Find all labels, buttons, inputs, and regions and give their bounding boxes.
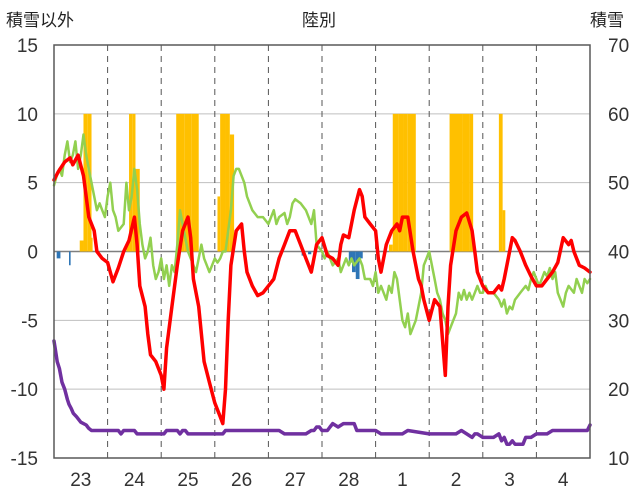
orange-bar: [449, 113, 456, 252]
right-tick-label: 70: [608, 36, 629, 57]
orange-bar: [126, 244, 130, 252]
right-tick-label: 10: [608, 449, 629, 470]
x-tick-label: 24: [124, 470, 146, 491]
purple-series-line: [52, 339, 592, 446]
orange-bar: [502, 210, 506, 252]
orange-bar: [217, 196, 221, 252]
series-lines: [52, 133, 592, 446]
green-series-line: [52, 133, 592, 336]
orange-bar: [91, 237, 93, 252]
orange-bar: [184, 113, 192, 252]
x-tick-label: 28: [338, 470, 359, 491]
right-tick-label: 50: [608, 174, 629, 195]
left-tick-label: 10: [17, 105, 38, 126]
blue-bar: [56, 251, 61, 259]
blue-bar: [308, 251, 312, 255]
x-tick-label: 3: [504, 470, 515, 491]
x-tick-label: 27: [285, 470, 306, 491]
orange-bar: [469, 113, 474, 252]
x-tick-label: 23: [70, 470, 91, 491]
orange-bar: [407, 113, 416, 252]
right-tick-label: 20: [608, 380, 629, 401]
left-tick-label: -5: [21, 311, 38, 332]
x-tick-label: 4: [558, 470, 569, 491]
left-axis-title: 積雪以外: [6, 11, 74, 31]
orange-bar: [456, 113, 463, 252]
x-tick-label: 25: [177, 470, 198, 491]
x-tick-label: 2: [451, 470, 462, 491]
left-tick-label: 5: [27, 174, 38, 195]
left-tick-label: 15: [17, 36, 38, 57]
orange-bar: [176, 113, 181, 252]
right-tick-label: 40: [608, 243, 629, 264]
orange-bar: [225, 113, 230, 252]
plot-border: [53, 44, 591, 459]
right-tick-label: 60: [608, 105, 629, 126]
orange-bar: [392, 113, 399, 252]
orange-bar: [462, 113, 470, 252]
orange-bar: [129, 113, 133, 252]
chart-title: 陸別: [302, 11, 336, 31]
x-tick-label: 1: [397, 470, 408, 491]
orange-bar: [398, 113, 404, 252]
x-tick-label: 26: [231, 470, 252, 491]
orange-bar: [79, 240, 84, 252]
orange-bar: [403, 113, 408, 252]
orange-bar: [191, 113, 199, 252]
left-tick-label: -10: [11, 380, 38, 401]
left-tick-label: 0: [27, 243, 38, 264]
left-tick-label: -15: [11, 449, 38, 470]
orange-bar: [180, 113, 185, 252]
orange-bar: [220, 113, 226, 252]
blue-bar: [348, 251, 353, 263]
blue-bar: [355, 251, 360, 280]
right-tick-label: 30: [608, 311, 629, 332]
orange-bar: [87, 113, 92, 252]
red-series-line: [52, 153, 592, 426]
orange-bar: [389, 244, 393, 252]
right-axis-title: 積雪: [590, 11, 624, 31]
orange-bar: [498, 113, 503, 252]
blue-bar: [359, 251, 363, 259]
blue-bar: [69, 251, 71, 266]
plot-frame: [53, 44, 591, 459]
